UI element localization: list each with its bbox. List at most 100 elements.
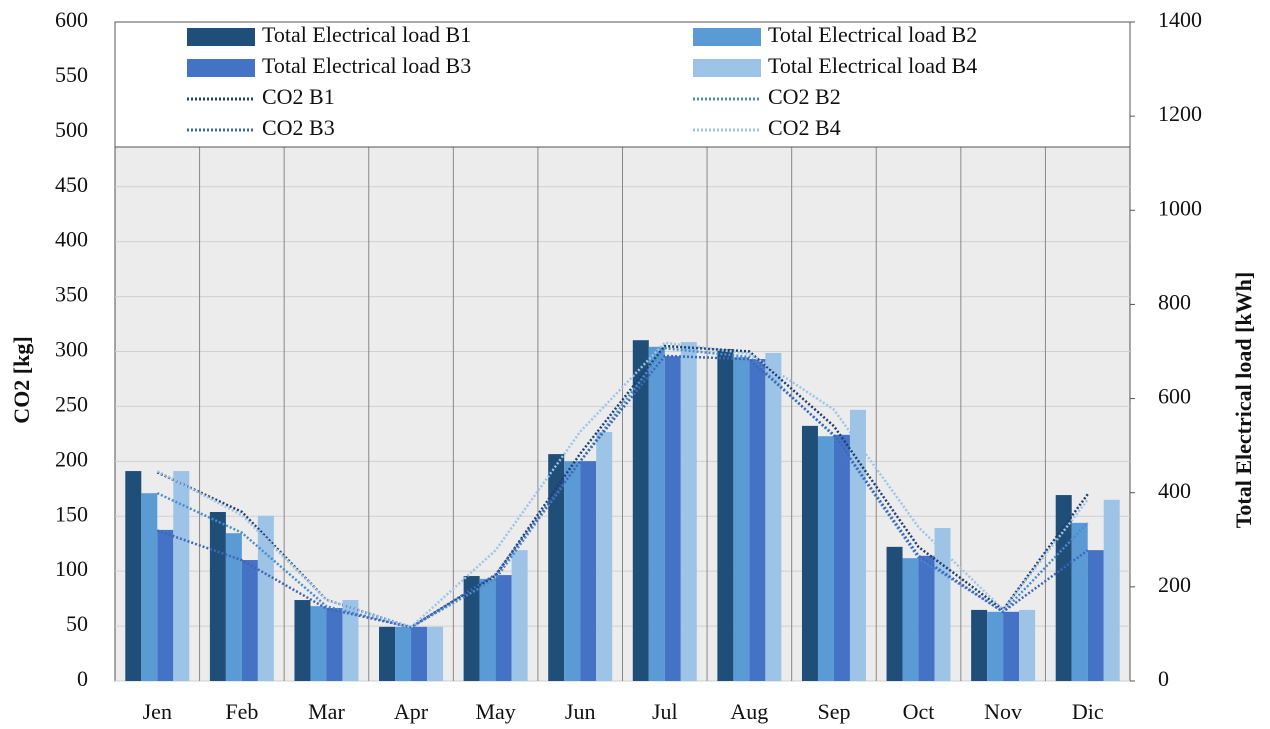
- y-axis-title: CO2 [kg]: [9, 336, 34, 423]
- legend-label: CO2 B3: [262, 115, 335, 140]
- y-tick-label: 450: [55, 172, 88, 197]
- bar: [1103, 499, 1120, 681]
- x-tick-label: Aug: [730, 699, 768, 724]
- x-tick-label: Jun: [565, 699, 596, 724]
- y2-tick-label: 0: [1158, 666, 1169, 691]
- legend-label: CO2 B4: [768, 115, 841, 140]
- x-tick-label: Jul: [652, 699, 678, 724]
- bar: [580, 461, 597, 681]
- y-tick-label: 500: [55, 117, 88, 142]
- bar: [1003, 611, 1020, 681]
- y-tick-label: 350: [55, 282, 88, 307]
- x-tick-label: Dic: [1072, 699, 1104, 724]
- line: [156, 354, 1089, 629]
- x-tick-label: May: [475, 699, 515, 724]
- bar: [1055, 495, 1072, 681]
- bar: [648, 346, 665, 681]
- bar: [886, 546, 903, 681]
- bar: [749, 359, 766, 681]
- bar: [849, 409, 866, 681]
- x-tick-label: Nov: [984, 699, 1022, 724]
- y2-tick-label: 1200: [1158, 101, 1202, 126]
- bar: [427, 626, 444, 681]
- y-tick-label: 150: [55, 501, 88, 526]
- bar: [902, 558, 919, 681]
- y-tick-label: 50: [66, 611, 88, 636]
- bar: [257, 515, 274, 681]
- legend-label: CO2 B1: [262, 84, 335, 109]
- bar: [225, 533, 242, 681]
- bar: [209, 512, 226, 681]
- bar: [833, 434, 850, 681]
- bar: [548, 454, 565, 681]
- legend: [114, 21, 1131, 148]
- y-tick-label: 200: [55, 446, 88, 471]
- y2-tick-label: 200: [1158, 572, 1191, 597]
- bar: [632, 340, 649, 681]
- legend-label: CO2 B2: [768, 84, 841, 109]
- legend-swatch: [187, 59, 255, 77]
- bar: [342, 600, 359, 681]
- y2-tick-label: 400: [1158, 478, 1191, 503]
- legend-label: Total Electrical load B4: [768, 53, 977, 78]
- line: [156, 346, 1089, 629]
- bar: [310, 606, 327, 681]
- bar: [765, 352, 782, 681]
- bar: [1071, 522, 1088, 681]
- y-tick-label: 250: [55, 391, 88, 416]
- bar: [717, 349, 734, 681]
- bar: [801, 425, 818, 681]
- bar: [294, 600, 311, 681]
- bar: [463, 576, 480, 681]
- bar: [395, 626, 412, 681]
- line: [156, 344, 1089, 629]
- y-tick-label: 600: [55, 7, 88, 32]
- bar: [987, 611, 1004, 681]
- bar: [511, 550, 528, 681]
- bar: [1019, 609, 1036, 681]
- x-tick-label: Sep: [817, 699, 850, 724]
- bar: [379, 626, 396, 681]
- bar: [173, 471, 190, 681]
- y-tick-label: 550: [55, 62, 88, 87]
- y2-tick-label: 600: [1158, 384, 1191, 409]
- y-tick-label: 100: [55, 556, 88, 581]
- bar: [157, 529, 174, 681]
- bar: [326, 608, 343, 681]
- legend-swatch: [187, 28, 255, 46]
- x-tick-label: Apr: [394, 699, 429, 724]
- bar: [733, 357, 750, 681]
- y-tick-label: 400: [55, 227, 88, 252]
- legend-label: Total Electrical load B1: [262, 22, 471, 47]
- bar: [479, 578, 496, 681]
- x-tick-label: Mar: [308, 699, 345, 724]
- bar: [971, 609, 988, 681]
- legend-label: Total Electrical load B2: [768, 22, 977, 47]
- bar: [495, 575, 512, 681]
- legend-swatch: [693, 28, 761, 46]
- x-tick-label: Jen: [143, 699, 172, 724]
- bar: [664, 356, 681, 681]
- y2-axis-title: Total Electrical load [kWh]: [1231, 272, 1256, 528]
- y2-tick-label: 1400: [1158, 7, 1202, 32]
- bar: [680, 342, 697, 681]
- bar: [817, 436, 834, 681]
- bar: [1087, 550, 1104, 681]
- bar: [141, 493, 158, 681]
- x-tick-label: Feb: [225, 699, 258, 724]
- bar: [596, 431, 613, 681]
- bar: [241, 560, 258, 681]
- x-tick-label: Oct: [903, 699, 935, 724]
- legend-label: Total Electrical load B3: [262, 53, 471, 78]
- y2-tick-label: 800: [1158, 289, 1191, 314]
- y-tick-label: 300: [55, 337, 88, 362]
- line: [156, 341, 1089, 629]
- legend-swatch: [693, 59, 761, 77]
- bar: [934, 528, 951, 681]
- y-tick-label: 0: [77, 666, 88, 691]
- bar: [918, 555, 935, 681]
- y2-tick-label: 1000: [1158, 195, 1202, 220]
- bar: [411, 626, 428, 681]
- bar: [564, 461, 581, 681]
